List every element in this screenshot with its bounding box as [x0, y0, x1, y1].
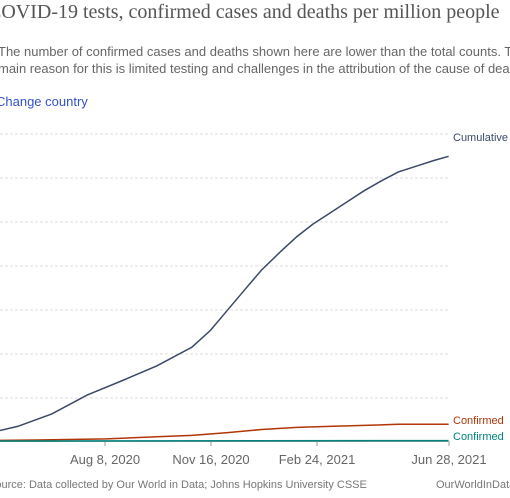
line-chart: Aug 8, 2020 Nov 16, 2020 Feb 24, 2021 Jun 2…: [0, 132, 508, 467]
x-tick-label: Jun 28, 2021: [411, 452, 486, 467]
series-line: [0, 423, 449, 442]
x-tick-label: Feb 24, 2021: [279, 452, 356, 467]
credit-link[interactable]: OurWorldInData.org: [436, 479, 510, 491]
x-tick-label: Aug 8, 2020: [70, 452, 140, 467]
change-country-button[interactable]: Change country: [0, 94, 88, 109]
series-label: Confirmed: [453, 415, 504, 427]
x-axis: Aug 8, 2020 Nov 16, 2020 Feb 24, 2021 Jun 2…: [0, 441, 487, 467]
chart-series: [0, 155, 449, 442]
source-note: Source: Data collected by Our World in D…: [0, 479, 367, 491]
x-tick-label: Nov 16, 2020: [172, 452, 249, 467]
series-label: Confirmed: [453, 431, 504, 443]
series-labels: Cumulative Confirmed Confirmed: [453, 132, 508, 443]
change-country-label: Change country: [0, 94, 88, 109]
series-line: [0, 155, 449, 432]
chart-subtitle: The number of confirmed cases and deaths…: [0, 44, 510, 76]
chart-grid: [0, 133, 448, 399]
series-label: Cumulative: [453, 132, 508, 144]
chart-title: COVID-19 tests, confirmed cases and deat…: [0, 1, 500, 23]
